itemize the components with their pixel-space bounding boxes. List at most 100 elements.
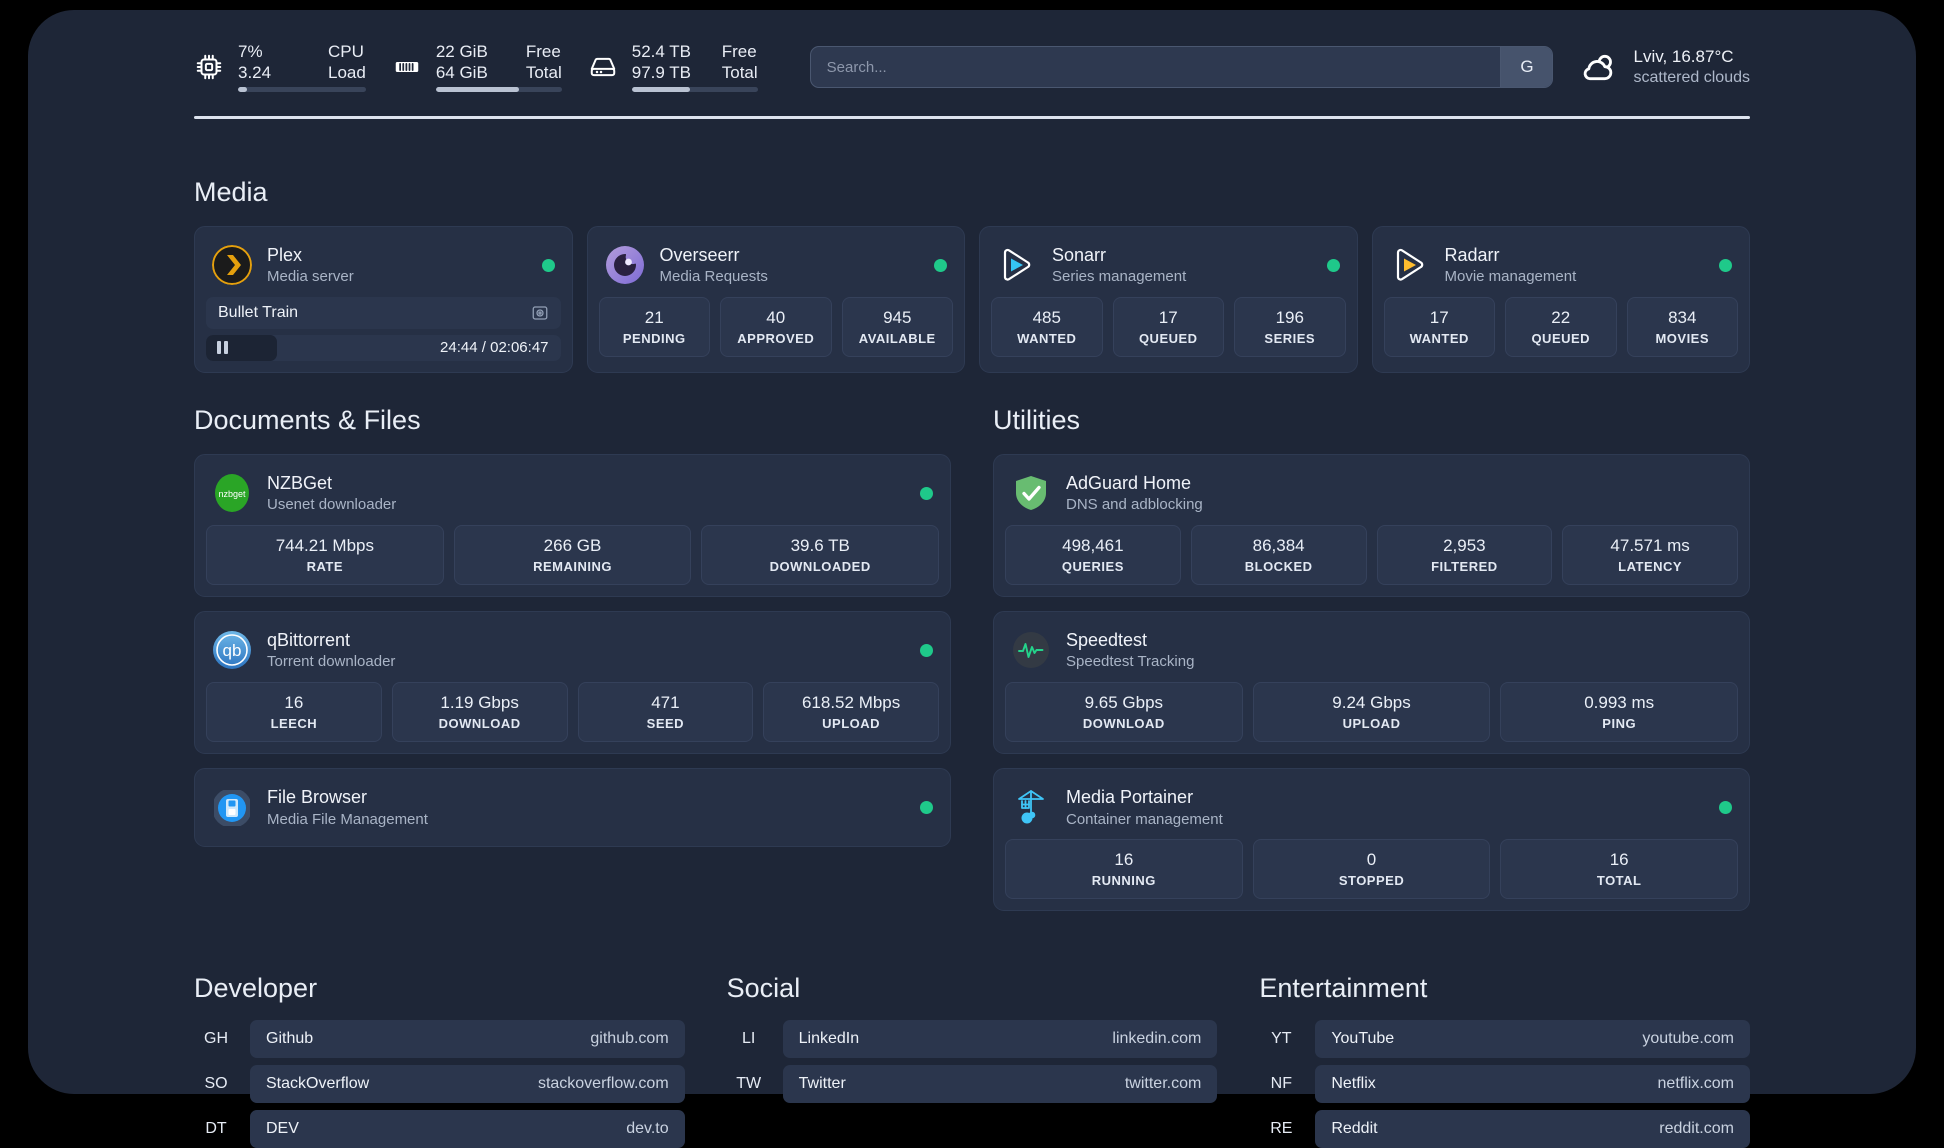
stat-box[interactable]: 498,461 QUERIES — [1005, 524, 1181, 586]
service-card[interactable]: Plex Media server Bullet Train 24:44 / 02:0… — [194, 226, 573, 373]
bookmark-row[interactable]: RE Reddit reddit.com — [1259, 1110, 1750, 1148]
bookmark-link[interactable]: Twitter twitter.com — [782, 1065, 1218, 1104]
stat-box[interactable]: 22 QUEUED — [1505, 296, 1617, 358]
stat-box[interactable]: 17 WANTED — [1383, 296, 1495, 358]
playback-elapsed: 24:44 — [440, 339, 478, 357]
stat-box[interactable]: 47.571 ms LATENCY — [1562, 524, 1738, 586]
stat-value: 9.24 Gbps — [1332, 692, 1411, 712]
speedtest-logo — [1011, 630, 1051, 670]
service-card[interactable]: Media Portainer Container management 16 RUN… — [993, 768, 1750, 912]
bookmark-row[interactable]: YT YouTube youtube.com — [1259, 1020, 1750, 1059]
stat-box[interactable]: 1.19 Gbps DOWNLOAD — [391, 681, 568, 743]
service-name: File Browser — [267, 787, 368, 808]
stat-row: 485 WANTED 17 QUEUED 196 SERIES — [991, 296, 1346, 358]
service-card[interactable]: Radarr Movie management 17 WANTED 22 QUEUED 83… — [1371, 226, 1750, 373]
stat-box[interactable]: 471 SEED — [577, 681, 754, 743]
cpu-icon — [194, 52, 224, 82]
search-bar[interactable]: G — [809, 46, 1554, 88]
stat-value: 0 — [1366, 850, 1377, 870]
system-stat-ram: 22 GiB 64 GiB Free Total — [392, 42, 562, 92]
service-card[interactable]: nzbget NZBGet Usenet downloader 744.21 Mbps… — [194, 453, 951, 598]
bookmark-row[interactable]: NF Netflix netflix.com — [1259, 1065, 1750, 1104]
service-card[interactable]: Overseerr Media Requests 21 PENDING 40 APPROV… — [586, 226, 965, 373]
playback-progress-bar[interactable]: 24:44 / 02:06:47 — [206, 334, 561, 361]
stat-box[interactable]: 16 TOTAL — [1500, 839, 1739, 900]
system-stat-disk: 52.4 TB 97.9 TB Free Total — [588, 42, 758, 92]
bookmark-link[interactable]: YouTube youtube.com — [1315, 1020, 1750, 1059]
now-playing-bar[interactable]: Bullet Train — [206, 296, 561, 329]
bookmark-row[interactable]: SO StackOverflow stackoverflow.com — [194, 1065, 685, 1104]
bookmark-group: Social LI LinkedIn linkedin.com TW Twitter twi… — [727, 973, 1218, 1148]
service-description: Media File Management — [267, 810, 428, 828]
bookmark-link[interactable]: Reddit reddit.com — [1315, 1110, 1750, 1148]
stat-box[interactable]: 744.21 Mbps RATE — [206, 524, 444, 586]
bookmark-name: StackOverflow — [266, 1075, 370, 1093]
search-input[interactable] — [810, 47, 1501, 87]
stat-value: 196 — [1275, 307, 1304, 327]
service-name: AdGuard Home — [1066, 472, 1192, 493]
bookmark-link[interactable]: LinkedIn linkedin.com — [782, 1020, 1218, 1059]
stat-label: RATE — [306, 559, 344, 575]
stat-box[interactable]: 834 MOVIES — [1626, 296, 1738, 358]
svg-text:nzbget: nzbget — [218, 489, 246, 499]
stat-value: 1.19 Gbps — [440, 692, 519, 712]
stat-box[interactable]: 618.52 Mbps UPLOAD — [763, 681, 939, 743]
weather-location-temp: Lviv, 16.87°C — [1633, 46, 1734, 66]
bookmark-url: dev.to — [626, 1120, 669, 1138]
stat-box[interactable]: 945 AVAILABLE — [841, 296, 953, 358]
bookmark-abbr: GH — [204, 1030, 228, 1048]
stat-value: 16 — [1114, 850, 1134, 870]
bookmark-row[interactable]: TW Twitter twitter.com — [727, 1065, 1218, 1104]
stat-box[interactable]: 2,953 FILTERED — [1376, 524, 1553, 586]
stat-label: BLOCKED — [1244, 559, 1313, 575]
stat-box[interactable]: 9.65 Gbps DOWNLOAD — [1005, 681, 1243, 743]
system-stat-label: Load — [328, 63, 366, 82]
bookmark-link[interactable]: Netflix netflix.com — [1315, 1065, 1750, 1104]
bookmark-link[interactable]: StackOverflow stackoverflow.com — [250, 1065, 685, 1104]
service-card[interactable]: Sonarr Series management 485 WANTED 17 QUEUED… — [979, 226, 1358, 373]
service-card[interactable]: File Browser Media File Management — [194, 768, 951, 848]
pause-icon[interactable] — [217, 341, 228, 355]
stat-box[interactable]: 39.6 TB DOWNLOADED — [701, 524, 940, 586]
stat-box[interactable]: 16 LEECH — [206, 681, 382, 743]
bookmark-name: Twitter — [798, 1075, 846, 1093]
stat-box[interactable]: 40 APPROVED — [720, 296, 832, 358]
service-card[interactable]: qb qBittorrent Torrent downloader 16 LEECH 1.… — [194, 611, 951, 755]
bookmark-name: Github — [266, 1030, 314, 1048]
service-card-header: Overseerr Media Requests — [599, 238, 954, 297]
service-card[interactable]: AdGuard Home DNS and adblocking 498,461 QUE… — [993, 453, 1750, 598]
stat-box[interactable]: 16 RUNNING — [1005, 839, 1243, 900]
stat-box[interactable]: 196 SERIES — [1234, 296, 1346, 358]
stat-box[interactable]: 485 WANTED — [991, 296, 1103, 358]
stat-value: 17 — [1158, 307, 1178, 327]
qbittorrent-logo: qb — [212, 630, 252, 670]
stat-label: STOPPED — [1338, 873, 1405, 889]
stat-label: UPLOAD — [1342, 716, 1401, 732]
service-name: Overseerr — [659, 245, 740, 265]
stat-label: RUNNING — [1091, 873, 1156, 889]
search-engine-button[interactable]: G — [1500, 47, 1553, 87]
bookmark-link[interactable]: Github github.com — [250, 1020, 685, 1059]
playback-duration: 02:06:47 — [490, 339, 549, 357]
stat-box[interactable]: 9.24 Gbps UPLOAD — [1252, 681, 1491, 743]
bookmark-row[interactable]: GH Github github.com — [194, 1020, 685, 1059]
stat-value: 16 — [284, 692, 304, 712]
bookmark-link[interactable]: DEV dev.to — [250, 1110, 685, 1148]
stat-box[interactable]: 0.993 ms PING — [1500, 681, 1739, 743]
system-stat-value: 3.24 — [238, 63, 272, 82]
bookmark-row[interactable]: DT DEV dev.to — [194, 1110, 685, 1148]
stat-box[interactable]: 21 PENDING — [598, 296, 710, 358]
stat-box[interactable]: 266 GB REMAINING — [453, 524, 692, 586]
bookmark-row[interactable]: LI LinkedIn linkedin.com — [727, 1020, 1218, 1059]
service-card[interactable]: Speedtest Speedtest Tracking 9.65 Gbps DOWN… — [993, 611, 1750, 755]
stat-value: 471 — [651, 692, 680, 712]
service-card-header: File Browser Media File Management — [206, 780, 939, 835]
service-name: Sonarr — [1052, 245, 1107, 265]
stat-box[interactable]: 17 QUEUED — [1112, 296, 1224, 358]
stat-row: 16 LEECH 1.19 Gbps DOWNLOAD 471 SEED 618.52 Mb… — [206, 681, 939, 743]
stat-value: 9.65 Gbps — [1084, 692, 1164, 712]
media-card-grid: Plex Media server Bullet Train 24:44 / 02:0… — [194, 226, 1750, 373]
stat-box[interactable]: 86,384 BLOCKED — [1190, 524, 1367, 586]
stat-label: UPLOAD — [822, 716, 881, 732]
stat-box[interactable]: 0 STOPPED — [1252, 839, 1491, 900]
